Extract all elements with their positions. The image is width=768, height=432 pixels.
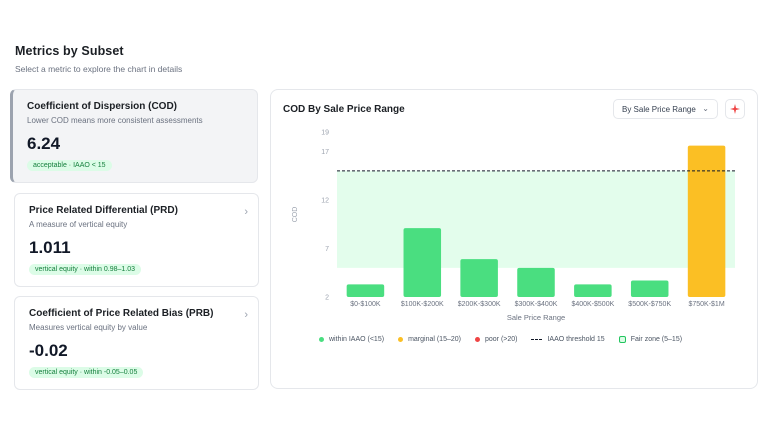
legend-label: Fair zone (5–15) bbox=[630, 336, 683, 343]
metric-description: Lower COD means more consistent assessme… bbox=[27, 116, 203, 125]
legend-item-within: within IAAO (<15) bbox=[319, 336, 384, 343]
legend-item-threshold: IAAO threshold 15 bbox=[531, 336, 605, 343]
legend-label: IAAO threshold 15 bbox=[547, 336, 605, 343]
x-tick-label: $500K-$750K bbox=[628, 301, 671, 308]
status-badge: vertical equity · within -0.05–0.05 bbox=[29, 367, 144, 378]
dropdown-label: By Sale Price Range bbox=[622, 105, 696, 114]
status-badge: acceptable · IAAO < 15 bbox=[27, 160, 112, 171]
metric-title: Price Related Differential (PRD) bbox=[29, 205, 178, 216]
y-axis-label: COD bbox=[292, 207, 299, 223]
legend-label: within IAAO (<15) bbox=[329, 336, 385, 343]
sparkle-icon bbox=[730, 104, 740, 114]
x-tick-label: $300K-$400K bbox=[515, 301, 558, 308]
y-tick-label: 12 bbox=[321, 197, 329, 204]
section-header: Metrics by Subset Select a metric to exp… bbox=[15, 44, 182, 74]
metric-title: Coefficient of Price Related Bias (PRB) bbox=[29, 308, 214, 319]
fair-zone-band bbox=[337, 170, 735, 268]
y-tick-label: 7 bbox=[325, 246, 329, 253]
metric-card-prd[interactable]: Price Related Differential (PRD) A measu… bbox=[14, 193, 259, 287]
legend-item-poor: poor (>20) bbox=[474, 336, 518, 343]
x-axis-label: Sale Price Range bbox=[507, 313, 565, 322]
metric-value: 1.011 bbox=[29, 238, 71, 257]
chevron-right-icon: › bbox=[244, 206, 248, 218]
metric-title: Coefficient of Dispersion (COD) bbox=[27, 101, 178, 112]
x-tick-label: $0-$100K bbox=[350, 301, 381, 308]
fair-zone-swatch-icon bbox=[618, 336, 626, 343]
bar-chart: 2 7 12 17 19 $0-$100K $100K-$200K $200K-$300K $… bbox=[292, 130, 735, 322]
bar-2[interactable] bbox=[403, 228, 442, 297]
bar-4[interactable] bbox=[517, 267, 555, 297]
bar-7[interactable] bbox=[687, 145, 726, 297]
x-tick-label: $200K-$300K bbox=[458, 301, 501, 308]
legend-label: poor (>20) bbox=[484, 336, 518, 343]
marginal-dot-icon bbox=[398, 337, 404, 342]
y-tick-label: 2 bbox=[325, 295, 329, 302]
chart-panel: COD By Sale Price Range By Sale Price Ra… bbox=[270, 89, 758, 389]
x-tick-label: $100K-$200K bbox=[401, 301, 444, 308]
legend-item-fair-zone: Fair zone (5–15) bbox=[618, 336, 683, 343]
poor-dot-icon bbox=[474, 337, 480, 342]
y-tick-label: 17 bbox=[321, 149, 329, 156]
metric-description: A measure of vertical equity bbox=[29, 220, 128, 229]
chart-legend: within IAAO (<15) marginal (15–20) poor … bbox=[319, 336, 682, 343]
within-dot-icon bbox=[319, 337, 324, 342]
metric-value: 6.24 bbox=[27, 134, 61, 153]
legend-item-marginal: marginal (15–20) bbox=[398, 336, 461, 343]
bar-5[interactable] bbox=[574, 284, 612, 297]
metric-card-cod[interactable]: Coefficient of Dispersion (COD) Lower CO… bbox=[10, 89, 258, 183]
group-by-dropdown[interactable]: By Sale Price Range ⌄ bbox=[613, 99, 718, 119]
metric-card-prb[interactable]: Coefficient of Price Related Bias (PRB) … bbox=[14, 296, 259, 390]
metric-description: Measures vertical equity by value bbox=[29, 323, 148, 332]
metric-value: -0.02 bbox=[29, 341, 68, 360]
chevron-right-icon: › bbox=[244, 309, 248, 321]
legend-label: marginal (15–20) bbox=[408, 336, 461, 343]
x-tick-label: $400K-$500K bbox=[571, 301, 614, 308]
y-tick-label: 19 bbox=[321, 130, 329, 137]
chart-options-button[interactable] bbox=[725, 99, 745, 119]
bar-3[interactable] bbox=[460, 259, 498, 297]
status-badge: vertical equity · within 0.98–1.03 bbox=[29, 264, 141, 275]
bar-1[interactable] bbox=[346, 284, 385, 297]
x-tick-label: $750K-$1M bbox=[688, 301, 724, 308]
dashed-line-icon bbox=[531, 339, 543, 340]
bar-6[interactable] bbox=[630, 280, 669, 298]
section-subtitle: Select a metric to explore the chart in … bbox=[15, 64, 183, 74]
chart-title: COD By Sale Price Range bbox=[283, 104, 405, 115]
section-title: Metrics by Subset bbox=[15, 44, 124, 58]
chevron-down-icon: ⌄ bbox=[702, 104, 709, 113]
